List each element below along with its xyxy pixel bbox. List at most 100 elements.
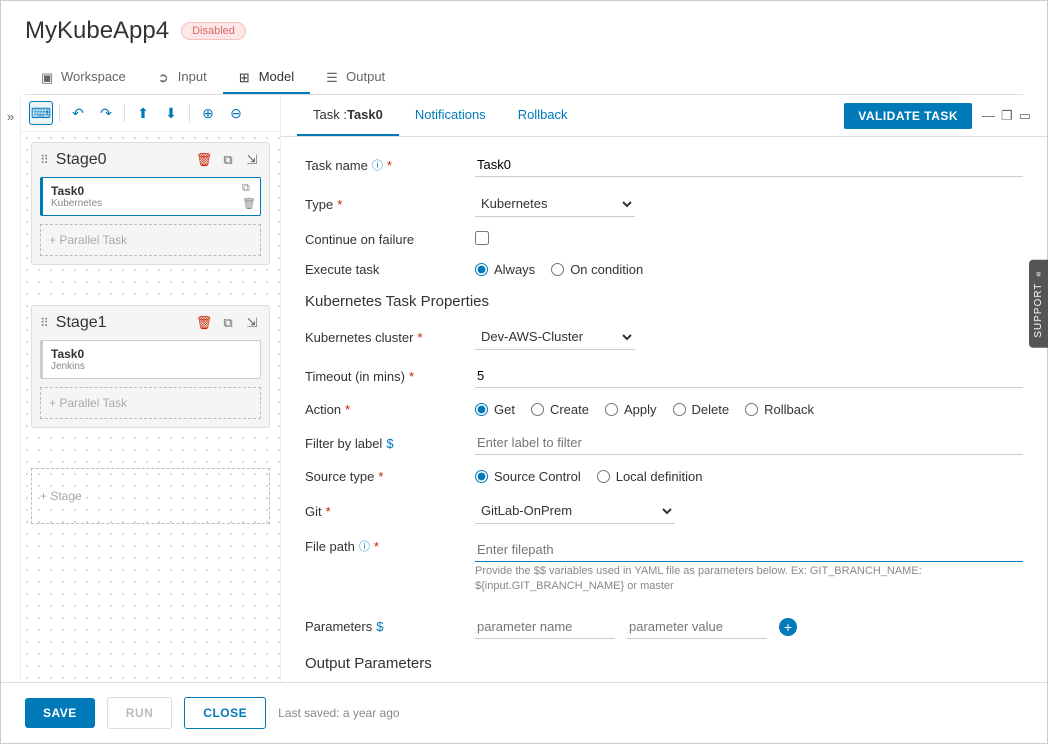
radio-always[interactable]: Always	[475, 262, 535, 277]
required-mark: *	[345, 402, 350, 417]
dollar-icon[interactable]: $	[376, 619, 383, 634]
stage-title: Stage0	[56, 151, 189, 169]
radio-delete[interactable]: Delete	[673, 402, 730, 417]
detail-panel: Task :Task0 Notifications Rollback VALID…	[281, 95, 1047, 682]
validate-task-button[interactable]: VALIDATE TASK	[844, 103, 972, 129]
sub-tab-task[interactable]: Task :Task0	[297, 95, 399, 136]
radio-local-def[interactable]: Local definition	[597, 469, 703, 484]
param-name-input[interactable]	[475, 615, 615, 639]
page-header: MyKubeApp4 Disabled ▣ Workspace ➲ Input …	[1, 1, 1047, 95]
close-button[interactable]: CLOSE	[184, 697, 266, 729]
support-tab[interactable]: SUPPORT «	[1029, 260, 1048, 348]
task-card-name: Task0	[51, 347, 252, 361]
expand-handle[interactable]: »	[1, 95, 21, 682]
task-card-type: Kubernetes	[51, 198, 252, 209]
task-name-input[interactable]	[475, 153, 1023, 177]
minimize-icon[interactable]: —	[982, 108, 995, 124]
label-timeout: Timeout (in mins)	[305, 369, 405, 384]
workspace-icon: ▣	[41, 70, 55, 84]
tab-input[interactable]: ➲ Input	[142, 61, 223, 94]
run-button: RUN	[107, 697, 173, 729]
parallel-placeholder[interactable]: + Parallel Task	[40, 224, 261, 256]
radio-apply[interactable]: Apply	[605, 402, 657, 417]
radio-get[interactable]: Get	[475, 402, 515, 417]
pipeline-canvas[interactable]: ⠿ Stage0 🗑 ⧉ ⇲ Task0 Kubernetes ⧉ 🗑 + Pa…	[21, 132, 280, 682]
label-continue: Continue on failure	[305, 232, 414, 247]
add-stage-placeholder[interactable]: + Stage	[31, 468, 270, 524]
delete-stage-icon[interactable]: 🗑	[195, 152, 213, 168]
undo-icon[interactable]: ↶	[66, 101, 90, 125]
tab-model[interactable]: ⊞ Model	[223, 61, 310, 94]
task-card[interactable]: Task0 Jenkins	[40, 340, 261, 379]
flow-arrow-icon: →	[21, 320, 24, 336]
app-title: MyKubeApp4	[25, 17, 169, 45]
more-stage-icon[interactable]: ⇲	[243, 152, 261, 168]
info-icon[interactable]: ⓘ	[359, 538, 370, 554]
required-mark: *	[374, 539, 379, 554]
main-tabs: ▣ Workspace ➲ Input ⊞ Model ☰ Output	[25, 61, 1023, 95]
tab-label: Output	[346, 69, 385, 84]
save-button[interactable]: SAVE	[25, 698, 95, 728]
sub-tab-rollback[interactable]: Rollback	[502, 95, 584, 136]
stage-block[interactable]: → ⠿ Stage1 🗑 ⧉ ⇲ Task0 Jenkins + Paralle…	[31, 305, 270, 428]
radio-on-condition[interactable]: On condition	[551, 262, 643, 277]
copy-stage-icon[interactable]: ⧉	[219, 152, 237, 168]
required-mark: *	[387, 158, 392, 173]
delete-stage-icon[interactable]: 🗑	[195, 315, 213, 331]
type-select[interactable]: Kubernetes	[475, 191, 635, 217]
label-task-name: Task name	[305, 158, 368, 173]
input-icon: ➲	[158, 70, 172, 84]
filepath-helper: Provide the $$ variables used in YAML fi…	[475, 564, 1023, 595]
label-execute: Execute task	[305, 262, 379, 277]
tab-label: Workspace	[61, 69, 126, 84]
tab-label: Model	[259, 69, 294, 84]
continue-on-failure-checkbox[interactable]	[475, 231, 489, 245]
git-select[interactable]: GitLab-OnPrem	[475, 498, 675, 524]
filter-label-input[interactable]	[475, 431, 1023, 455]
tab-workspace[interactable]: ▣ Workspace	[25, 61, 142, 94]
restore-icon[interactable]: ❐	[1001, 108, 1013, 124]
task-card[interactable]: Task0 Kubernetes ⧉ 🗑	[40, 177, 261, 216]
required-mark: *	[326, 504, 331, 519]
zoom-in-icon[interactable]: ⊕	[196, 101, 220, 125]
label-filepath: File path	[305, 539, 355, 554]
cluster-select[interactable]: Dev-AWS-Cluster	[475, 324, 635, 350]
dollar-icon[interactable]: $	[386, 436, 393, 451]
radio-rollback[interactable]: Rollback	[745, 402, 814, 417]
keyboard-tool-icon[interactable]: ⌨	[29, 101, 53, 125]
stage-title: Stage1	[56, 314, 189, 332]
required-mark: *	[417, 330, 422, 345]
info-icon[interactable]: ⓘ	[372, 157, 383, 173]
tab-output[interactable]: ☰ Output	[310, 61, 401, 94]
section-k8s-title: Kubernetes Task Properties	[305, 293, 1023, 310]
param-value-input[interactable]	[627, 615, 767, 639]
delete-task-icon[interactable]: 🗑	[242, 197, 256, 210]
page-footer: SAVE RUN CLOSE Last saved: a year ago	[1, 682, 1047, 743]
drag-handle-icon[interactable]: ⠿	[40, 153, 50, 167]
import-icon[interactable]: ⬇	[159, 101, 183, 125]
export-icon[interactable]: ⬆	[131, 101, 155, 125]
more-stage-icon[interactable]: ⇲	[243, 315, 261, 331]
copy-stage-icon[interactable]: ⧉	[219, 315, 237, 331]
maximize-icon[interactable]: ▭	[1019, 108, 1031, 124]
timeout-input[interactable]	[475, 364, 1023, 388]
parallel-placeholder[interactable]: + Parallel Task	[40, 387, 261, 419]
zoom-out-icon[interactable]: ⊖	[224, 101, 248, 125]
sub-tab-notifications[interactable]: Notifications	[399, 95, 502, 136]
model-icon: ⊞	[239, 70, 253, 84]
output-icon: ☰	[326, 70, 340, 84]
add-param-button[interactable]: +	[779, 618, 797, 636]
radio-create[interactable]: Create	[531, 402, 589, 417]
stage-block[interactable]: ⠿ Stage0 🗑 ⧉ ⇲ Task0 Kubernetes ⧉ 🗑 + Pa…	[31, 142, 270, 265]
drag-handle-icon[interactable]: ⠿	[40, 316, 50, 330]
label-filter: Filter by label	[305, 436, 382, 451]
label-source-type: Source type	[305, 469, 374, 484]
copy-task-icon[interactable]: ⧉	[242, 182, 256, 195]
radio-source-control[interactable]: Source Control	[475, 469, 581, 484]
support-label: SUPPORT	[1033, 283, 1044, 338]
chevron-icon: «	[1033, 270, 1044, 277]
redo-icon[interactable]: ↷	[94, 101, 118, 125]
required-mark: *	[337, 197, 342, 212]
filepath-input[interactable]	[475, 538, 1023, 562]
status-badge: Disabled	[181, 22, 246, 40]
